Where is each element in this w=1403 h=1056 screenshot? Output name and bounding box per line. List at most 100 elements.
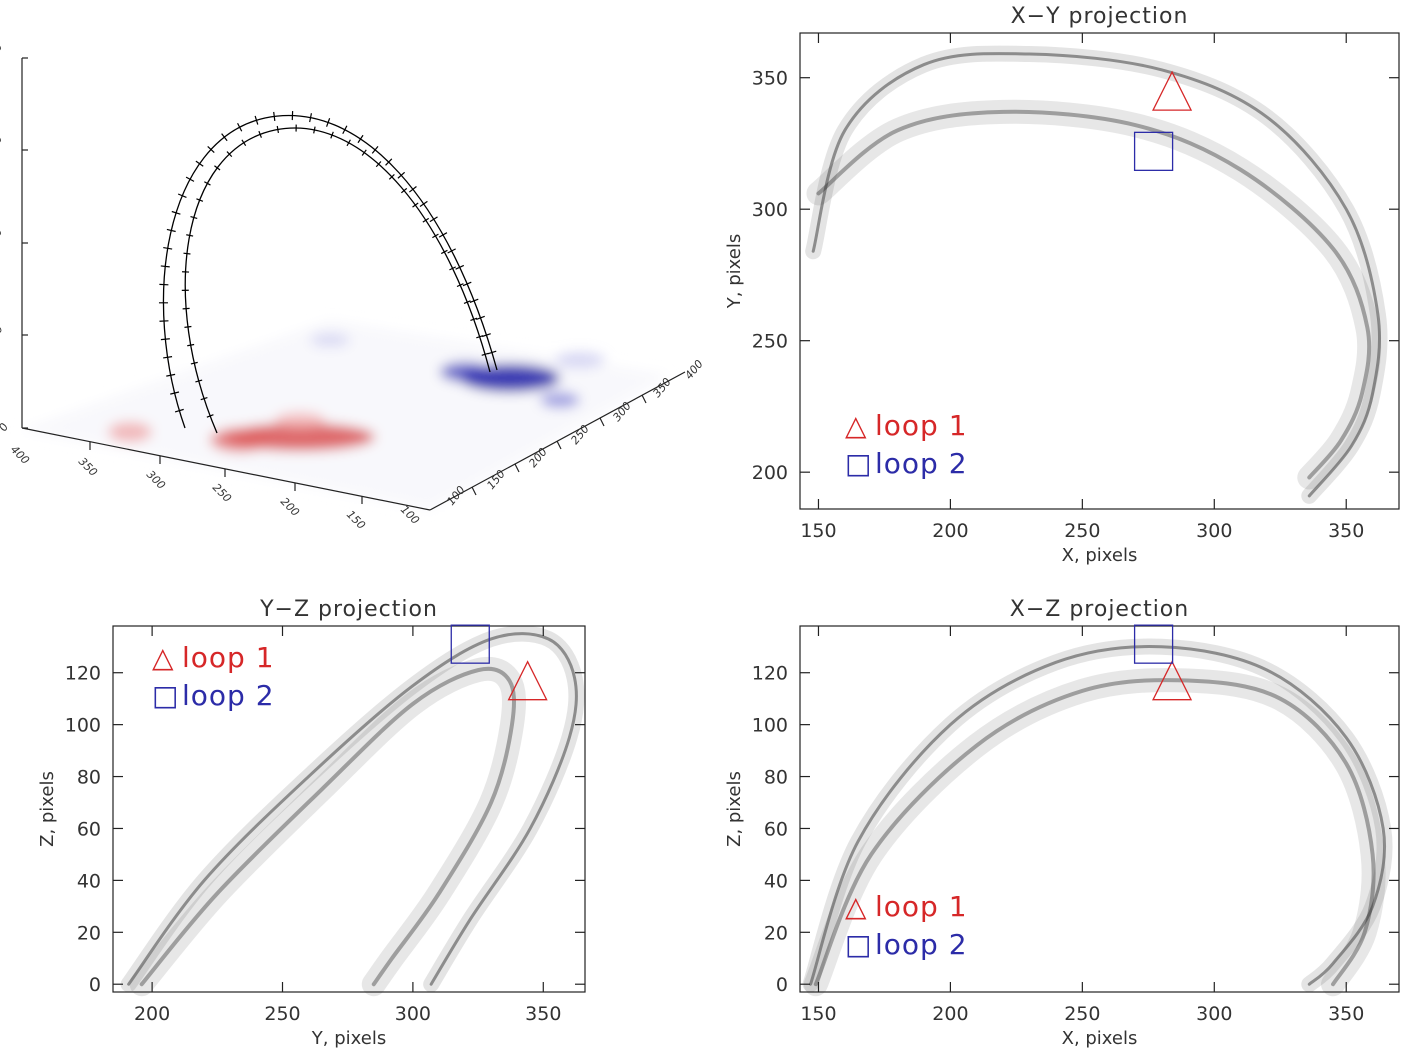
hatch-mark [160, 265, 170, 268]
hatch-mark [195, 160, 204, 167]
hatch-mark [463, 300, 471, 304]
x-axis-label: X, pixels [1062, 545, 1138, 566]
hatch-mark [476, 335, 484, 339]
legend-symbol: □ [152, 679, 179, 712]
hatch-mark [204, 181, 211, 186]
hatch-mark [166, 373, 176, 377]
hatch-mark [226, 151, 233, 158]
y-tick-label: 350 [752, 68, 788, 90]
x-tick-label: 300 [144, 468, 168, 492]
y-tick-label: 100 [65, 715, 101, 737]
hatch-mark [330, 131, 334, 139]
hatch-mark [196, 198, 204, 202]
legend-symbol: △ [152, 641, 175, 674]
loop-hatch-marks [158, 111, 497, 418]
y-tick-label: 250 [752, 331, 788, 353]
y-tick-label: 60 [764, 818, 788, 840]
hatch-mark [388, 174, 395, 180]
legend-symbol: △ [845, 409, 868, 442]
x-tick-label: 250 [1064, 520, 1100, 542]
hatch-mark [170, 391, 180, 395]
y-tick-label: 300 [752, 199, 788, 221]
hatch-mark [346, 139, 351, 147]
x-tick-label: 300 [1196, 1003, 1232, 1025]
hatch-mark [481, 352, 489, 356]
y-tick-label: 400 [682, 357, 705, 381]
tick-marks-3d [22, 57, 647, 504]
hatch-mark [462, 281, 472, 287]
hatch-mark [214, 165, 221, 171]
magnetogram-surface [20, 320, 670, 510]
series-line [816, 109, 1372, 480]
hatch-mark [273, 111, 276, 121]
hatch-mark [440, 249, 448, 255]
hatch-mark [408, 186, 417, 193]
y-axis-label: Z, pixels [724, 771, 745, 847]
hatch-mark [469, 298, 479, 304]
hatch-mark [412, 202, 419, 208]
legend-label: loop 1 [875, 890, 968, 923]
hatch-mark [160, 338, 170, 341]
z-tick-label: 50 [0, 323, 6, 342]
hatch-mark [326, 118, 331, 127]
loop-band [129, 656, 526, 997]
hatch-mark [171, 210, 181, 215]
hatch-mark [361, 149, 367, 156]
hatch-mark [422, 217, 430, 223]
tick-mark [471, 486, 477, 496]
hatch-mark [187, 343, 195, 347]
hatch-mark [432, 233, 439, 239]
hatch-mark [206, 414, 214, 418]
hatch-mark [400, 187, 408, 194]
x-tick-label: 150 [800, 520, 836, 542]
loop-2-marker [1133, 624, 1174, 664]
hatch-mark [186, 234, 194, 237]
hatch-mark [375, 161, 382, 168]
tick-mark [641, 394, 647, 404]
legend-label: loop 2 [182, 679, 275, 712]
plot-frame [799, 625, 1400, 993]
hatch-mark [190, 215, 198, 220]
chart-title: X−Y projection [1011, 4, 1189, 29]
hatch-mark [357, 134, 364, 144]
tick-mark [599, 417, 605, 427]
x-tick-label: 250 [264, 1003, 300, 1025]
tick-mark [556, 440, 562, 450]
loop-1-marker [1152, 660, 1193, 701]
legend-symbol: □ [845, 447, 872, 480]
hatch-mark [487, 350, 497, 355]
loop-band [803, 668, 1386, 997]
hatch-mark [455, 264, 465, 270]
series-line [809, 645, 1387, 986]
legend-label: loop 2 [875, 928, 968, 961]
hatch-mark [429, 216, 438, 223]
panel-3d: 0 50 100 150 200 400 350 300 250 200 150… [0, 41, 706, 532]
x-tick-label: 200 [134, 1003, 170, 1025]
hatch-mark [163, 356, 173, 359]
y-tick-label: 200 [752, 462, 788, 484]
panel-xz: X−Z projection 150 200 250 300 350 0 20 40 60 80 10… [724, 597, 1400, 1049]
series-line [811, 52, 1382, 498]
y-tick-label: 0 [776, 974, 788, 996]
hatch-mark [163, 246, 173, 250]
hatch-mark [456, 283, 464, 288]
z-tick-label: 200 [0, 41, 5, 66]
hatch-mark [342, 125, 348, 135]
tick-mark [514, 463, 520, 473]
hatch-mark [254, 115, 259, 125]
legend-symbol: □ [845, 928, 872, 961]
surface-plane [20, 320, 670, 510]
hatch-mark [174, 408, 184, 413]
axes-3d [21, 57, 686, 511]
hatch-mark [221, 133, 228, 142]
hatch-mark [177, 193, 187, 199]
x-tick-label: 350 [1328, 1003, 1364, 1025]
x-tick-label: 150 [800, 1003, 836, 1025]
hatch-mark [166, 228, 176, 233]
field-lines-3d [162, 114, 498, 434]
y-tick-label: 100 [752, 715, 788, 737]
hatch-mark [184, 325, 192, 328]
x-tick-label: 300 [395, 1003, 431, 1025]
y-tick-label: 120 [752, 663, 788, 685]
hatch-mark [195, 379, 203, 383]
